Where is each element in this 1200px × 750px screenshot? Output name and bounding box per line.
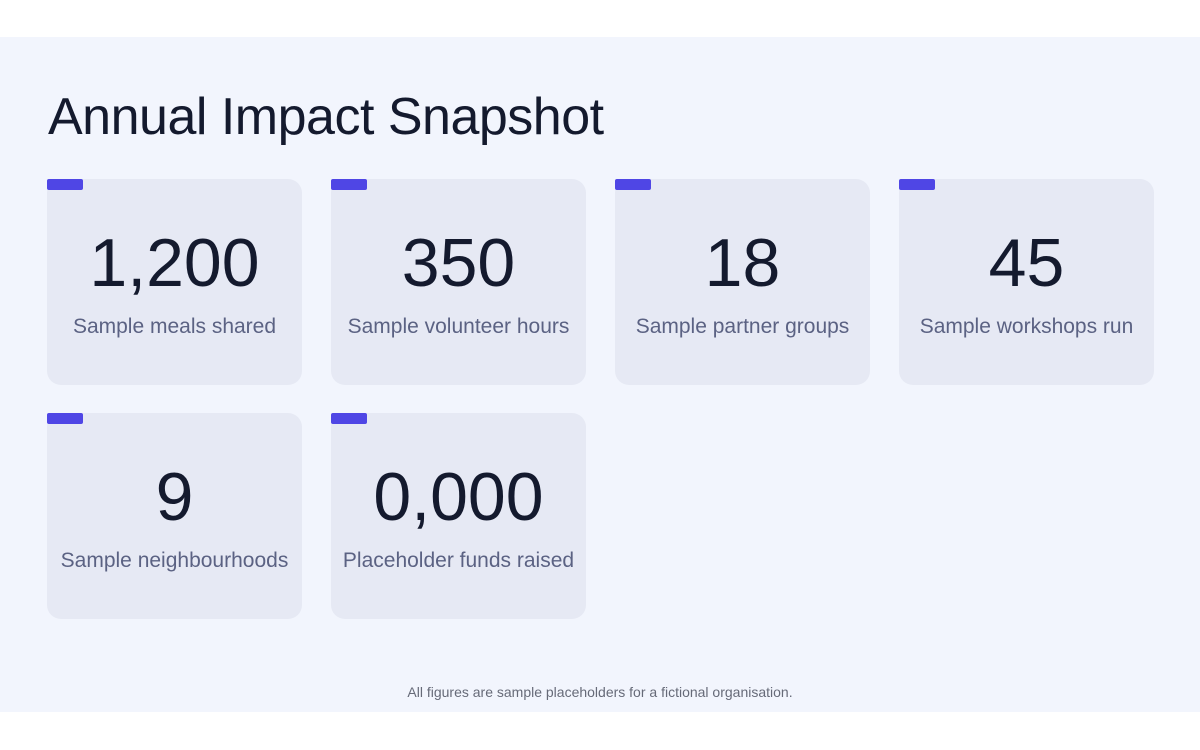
footer-note: All figures are sample placeholders for …: [407, 684, 793, 700]
stat-label: Sample neighbourhoods: [60, 549, 289, 572]
stat-value: 0,000: [373, 459, 544, 535]
stat-label: Sample meals shared: [72, 315, 277, 338]
stat-value: 45: [988, 225, 1065, 301]
stat-card: 350 Sample volunteer hours: [331, 179, 586, 385]
stat-card: 9 Sample neighbourhoods: [47, 413, 302, 619]
card-accent: [331, 179, 367, 190]
stat-card: 0,000 Placeholder funds raised: [331, 413, 586, 619]
stat-card: 18 Sample partner groups: [615, 179, 870, 385]
card-accent: [47, 179, 83, 190]
stat-value: 1,200: [89, 225, 260, 301]
stat-value: 9: [155, 459, 194, 535]
card-accent: [47, 413, 83, 424]
card-grid: 1,200 Sample meals shared 350 Sample volunt…: [47, 179, 1155, 619]
stat-card: 1,200 Sample meals shared: [47, 179, 302, 385]
stat-card: 45 Sample workshops run: [899, 179, 1154, 385]
stat-label: Sample partner groups: [635, 315, 850, 338]
stat-value: 350: [401, 225, 516, 301]
page-title: Annual Impact Snapshot: [48, 88, 604, 146]
card-accent: [615, 179, 651, 190]
stat-value: 18: [704, 225, 781, 301]
card-accent: [331, 413, 367, 424]
stat-label: Sample volunteer hours: [347, 315, 570, 338]
stat-label: Sample workshops run: [919, 315, 1134, 338]
panel: Annual Impact Snapshot 1,200 Sample meals…: [0, 37, 1200, 712]
card-accent: [899, 179, 935, 190]
stat-label: Placeholder funds raised: [342, 549, 575, 572]
